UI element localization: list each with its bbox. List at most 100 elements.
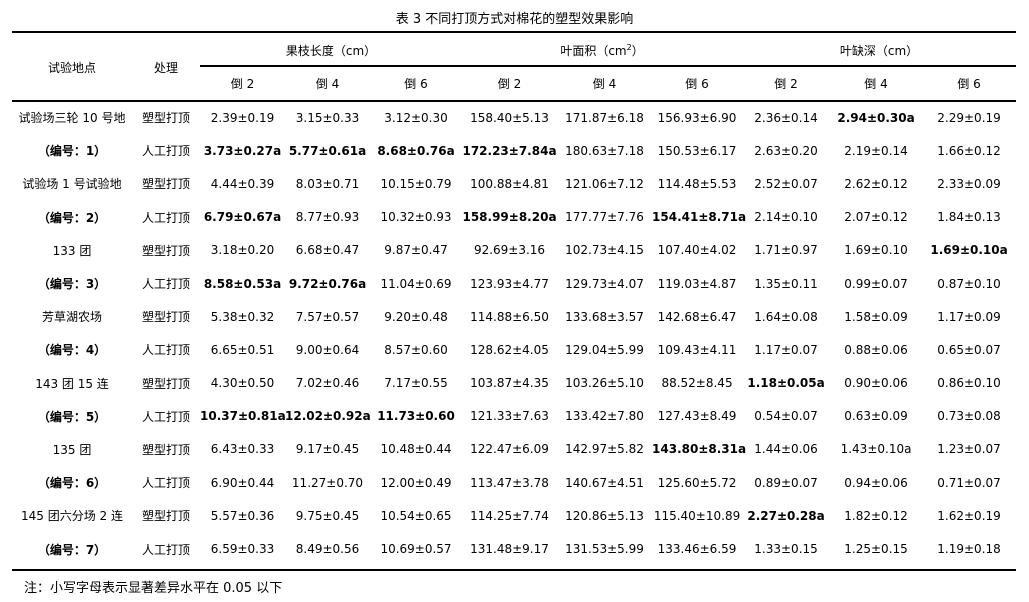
site-cell: 145 团六分场 2 连 bbox=[21, 509, 123, 524]
value-cell: 109.43±4.11 bbox=[657, 342, 737, 357]
value-cell: 180.63±7.18 bbox=[565, 143, 644, 158]
value-cell: 11.73±0.60 bbox=[377, 409, 455, 424]
value-cell: 1.33±0.15 bbox=[754, 542, 818, 557]
value-cell: 1.71±0.97 bbox=[754, 243, 818, 258]
value-cell: 2.19±0.14 bbox=[844, 143, 908, 158]
value-cell: 0.87±0.10 bbox=[937, 276, 1001, 291]
table-row: （编号：4） 人工打顶 6.65±0.51 9.00±0.64 8.57±0.60 128… bbox=[12, 333, 1016, 366]
value-cell: 143.80±8.31a bbox=[652, 442, 747, 457]
value-cell: 2.27±0.28a bbox=[747, 508, 825, 523]
value-cell: 8.77±0.93 bbox=[295, 210, 360, 225]
value-cell: 3.18±0.20 bbox=[210, 243, 275, 258]
treatment-cell: 塑型打顶 bbox=[141, 376, 190, 391]
site-cell: （编号：6） bbox=[37, 476, 107, 491]
value-cell: 2.29±0.19 bbox=[937, 110, 1001, 125]
value-cell: 88.52±8.45 bbox=[661, 376, 733, 391]
treatment-cell: 塑型打顶 bbox=[141, 111, 190, 126]
value-cell: 128.62±4.05 bbox=[470, 342, 549, 357]
value-cell: 10.54±0.65 bbox=[380, 508, 452, 523]
value-cell: 100.88±4.81 bbox=[470, 176, 549, 191]
table-row: 试验场三轮 10 号地 塑型打顶 2.39±0.19 3.15±0.33 3.12±0.… bbox=[12, 101, 1016, 134]
value-cell: 0.63±0.09 bbox=[844, 409, 908, 424]
value-cell: 2.52±0.07 bbox=[754, 176, 818, 191]
value-cell: 7.57±0.57 bbox=[295, 309, 360, 324]
value-cell: 114.48±5.53 bbox=[657, 176, 737, 191]
value-cell: 12.00±0.49 bbox=[380, 475, 452, 490]
value-cell: 2.36±0.14 bbox=[754, 110, 818, 125]
value-cell: 2.14±0.10 bbox=[754, 210, 818, 225]
treatment-cell: 人工打顶 bbox=[141, 542, 190, 557]
site-cell: （编号：1） bbox=[37, 144, 107, 159]
value-cell: 6.43±0.33 bbox=[210, 442, 275, 457]
site-cell: （编号：4） bbox=[37, 343, 107, 358]
table-row: （编号：5） 人工打顶 10.37±0.81a 12.02±0.92a 11.73±0.… bbox=[12, 400, 1016, 433]
value-cell: 1.62±0.19 bbox=[937, 508, 1001, 523]
value-cell: 154.41±8.71a bbox=[652, 210, 747, 225]
value-cell: 0.65±0.07 bbox=[937, 342, 1001, 357]
value-cell: 121.33±7.63 bbox=[470, 409, 549, 424]
value-cell: 4.30±0.50 bbox=[210, 376, 275, 391]
value-cell: 3.73±0.27a bbox=[203, 143, 282, 158]
site-cell: （编号：2） bbox=[37, 210, 107, 225]
value-cell: 1.17±0.07 bbox=[754, 342, 818, 357]
value-cell: 5.57±0.36 bbox=[210, 508, 275, 523]
site-cell: （编号：7） bbox=[37, 542, 107, 557]
treatment-cell: 塑型打顶 bbox=[141, 310, 190, 325]
value-cell: 1.66±0.12 bbox=[937, 143, 1001, 158]
value-cell: 123.93±4.77 bbox=[470, 276, 549, 291]
value-cell: 2.63±0.20 bbox=[754, 143, 818, 158]
value-cell: 8.68±0.76a bbox=[377, 143, 455, 158]
value-cell: 0.73±0.08 bbox=[937, 409, 1001, 424]
value-cell: 9.87±0.47 bbox=[384, 243, 448, 258]
value-cell: 1.82±0.12 bbox=[844, 508, 908, 523]
value-cell: 0.89±0.07 bbox=[754, 475, 818, 490]
treatment-cell: 人工打顶 bbox=[141, 210, 190, 225]
subheader-cell: 倒 4 bbox=[315, 77, 340, 91]
table-note: 注：小写字母表示显著差异水平在 0.05 以下 bbox=[24, 581, 283, 596]
site-cell: 133 团 bbox=[52, 243, 92, 258]
value-cell: 1.69±0.10 bbox=[844, 243, 908, 258]
bottom-rule bbox=[12, 569, 1016, 571]
value-cell: 9.72±0.76a bbox=[288, 276, 367, 291]
value-cell: 127.43±8.49 bbox=[657, 409, 737, 424]
value-cell: 10.69±0.57 bbox=[380, 542, 452, 557]
site-cell: （编号：5） bbox=[37, 409, 107, 424]
value-cell: 1.58±0.09 bbox=[844, 309, 908, 324]
value-cell: 9.17±0.45 bbox=[295, 442, 360, 457]
subheader-cell: 倒 6 bbox=[957, 77, 981, 91]
value-cell: 3.12±0.30 bbox=[384, 110, 448, 125]
header-leaf-lobe-depth: 叶缺深（cm） bbox=[839, 43, 919, 58]
value-cell: 125.60±5.72 bbox=[657, 475, 737, 490]
table-row: （编号：3） 人工打顶 8.58±0.53a 9.72±0.76a 11.04±0.69… bbox=[12, 267, 1016, 300]
treatment-cell: 塑型打顶 bbox=[141, 177, 190, 192]
value-cell: 8.49±0.56 bbox=[295, 542, 360, 557]
site-cell: 芳草湖农场 bbox=[41, 310, 102, 325]
value-cell: 6.90±0.44 bbox=[210, 475, 275, 490]
header-mid-rule bbox=[200, 65, 1016, 67]
value-cell: 0.71±0.07 bbox=[937, 475, 1001, 490]
value-cell: 3.15±0.33 bbox=[295, 110, 360, 125]
table-row: （编号：7） 人工打顶 6.59±0.33 8.49±0.56 10.69±0.57 13… bbox=[12, 532, 1016, 565]
value-cell: 114.88±6.50 bbox=[470, 309, 549, 324]
value-cell: 1.17±0.09 bbox=[937, 309, 1001, 324]
value-cell: 1.64±0.08 bbox=[754, 309, 818, 324]
value-cell: 8.58±0.53a bbox=[203, 276, 282, 291]
value-cell: 107.40±4.02 bbox=[657, 243, 737, 258]
value-cell: 9.75±0.45 bbox=[295, 508, 360, 523]
site-cell: （编号：3） bbox=[37, 277, 107, 292]
site-cell: 试验场三轮 10 号地 bbox=[18, 111, 126, 126]
value-cell: 2.39±0.19 bbox=[210, 110, 275, 125]
treatment-cell: 人工打顶 bbox=[141, 409, 190, 424]
value-cell: 1.35±0.11 bbox=[754, 276, 818, 291]
value-cell: 11.04±0.69 bbox=[380, 276, 452, 291]
header-site: 试验地点 bbox=[47, 61, 96, 75]
header-bottom-rule bbox=[12, 100, 1016, 102]
value-cell: 142.68±6.47 bbox=[657, 309, 737, 324]
value-cell: 158.40±5.13 bbox=[470, 110, 549, 125]
value-cell: 131.48±9.17 bbox=[470, 542, 549, 557]
value-cell: 133.46±6.59 bbox=[657, 542, 737, 557]
value-cell: 5.38±0.32 bbox=[210, 309, 275, 324]
site-cell: 试验场 1 号试验地 bbox=[22, 177, 122, 192]
value-cell: 9.20±0.48 bbox=[384, 309, 448, 324]
value-cell: 142.97±5.82 bbox=[565, 442, 644, 457]
